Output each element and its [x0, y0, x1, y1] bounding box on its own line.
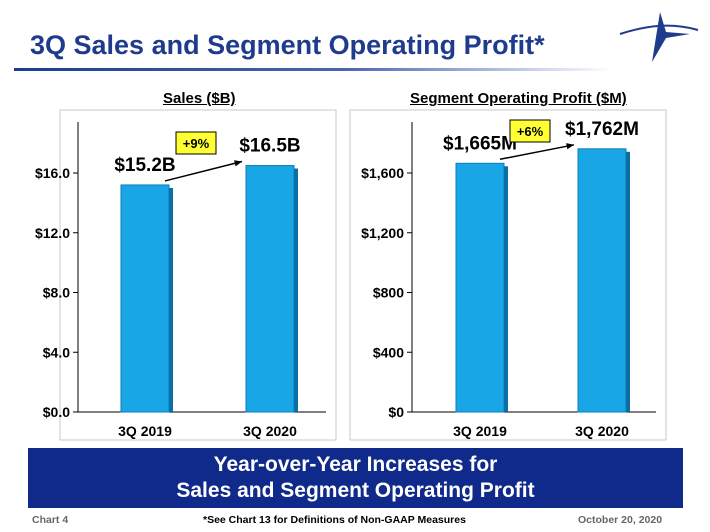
sales-y-tick-label: $0.0: [43, 404, 70, 420]
profit-x-tick-label: 3Q 2019: [453, 423, 507, 439]
sales-y-tick-label: $12.0: [35, 225, 70, 241]
title-underline: [14, 68, 614, 71]
sales-x-tick-label: 3Q 2019: [118, 423, 172, 439]
sales-bar: [245, 165, 295, 413]
profit-y-tick-label: $1,600: [361, 165, 404, 181]
sales-y-tick-label: $16.0: [35, 165, 70, 181]
profit-change-arrow-head: [566, 143, 574, 150]
profit-y-tick-label: $400: [373, 344, 404, 360]
profit-bar-shadow: [504, 166, 508, 412]
profit-bar: [577, 148, 627, 413]
profit-bar-shadow: [626, 151, 630, 412]
star-logo-icon: [619, 12, 699, 62]
profit-change-label: +6%: [517, 124, 544, 139]
sales-data-label: $15.2B: [114, 155, 175, 176]
profit-bar: [455, 162, 505, 413]
sales-bar-shadow: [169, 187, 173, 412]
banner-line-2: Sales and Segment Operating Profit: [176, 479, 535, 502]
profit-y-tick-label: $1,200: [361, 225, 404, 241]
sales-y-tick-label: $4.0: [43, 344, 70, 360]
sales-plot-frame: [59, 109, 337, 441]
sales-x-tick-label: 3Q 2020: [243, 423, 297, 439]
chart-number: Chart 4: [32, 514, 69, 526]
sales-bar-shadow: [294, 168, 298, 412]
profit-plot-frame: [349, 109, 667, 441]
profit-data-label: $1,665M: [443, 133, 517, 154]
profit-y-tick-label: $800: [373, 285, 404, 301]
sales-data-label: $16.5B: [239, 136, 300, 157]
sales-change-arrow-line: [164, 160, 243, 182]
sales-y-tick-label: $8.0: [43, 285, 70, 301]
sales-chart-title: Sales ($B): [163, 90, 236, 107]
sales-change-badge: [175, 131, 217, 155]
sales-change-label: +9%: [183, 136, 210, 151]
presentation-date: October 20, 2020: [578, 514, 663, 526]
non-gaap-footnote: *See Chart 13 for Definitions of Non-GAA…: [203, 514, 466, 526]
page-title: 3Q Sales and Segment Operating Profit*: [30, 30, 545, 60]
profit-x-tick-label: 3Q 2020: [575, 423, 629, 439]
profit-data-label: $1,762M: [565, 119, 639, 140]
profit-y-tick-label: $0: [388, 404, 404, 420]
summary-banner: Year-over-Year Increases for Sales and S…: [28, 448, 683, 508]
profit-change-badge: [509, 119, 551, 143]
sales-bar: [120, 184, 170, 413]
profit-change-arrow-line: [499, 144, 575, 161]
profit-chart-title: Segment Operating Profit ($M): [410, 90, 627, 107]
sales-change-arrow-head: [234, 160, 242, 167]
banner-line-1: Year-over-Year Increases for: [213, 453, 498, 476]
